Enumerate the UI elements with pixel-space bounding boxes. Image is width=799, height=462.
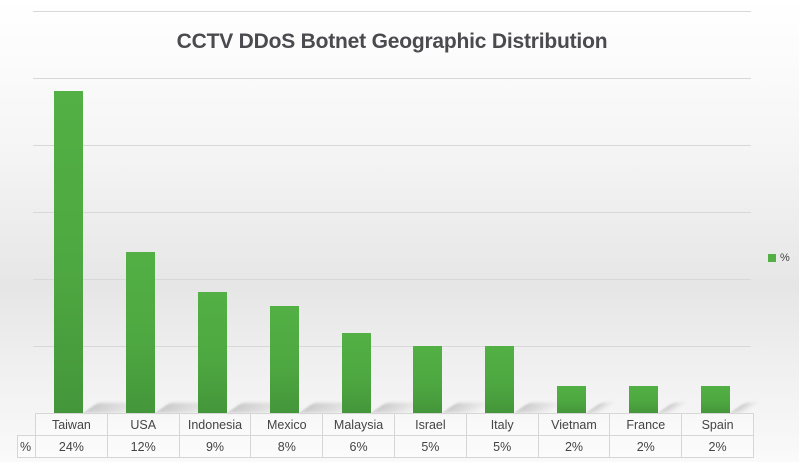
data-table-value-row: % 24% 12% 9% 8% 6% 5% 5% 2% 2% 2% <box>17 435 754 458</box>
legend: % <box>768 252 790 264</box>
data-table-value: 2% <box>609 435 683 458</box>
bar-vietnam <box>557 386 586 413</box>
data-table-category: Spain <box>681 413 754 436</box>
data-table-value: 24% <box>35 435 108 458</box>
legend-swatch-icon <box>768 254 776 262</box>
data-table-header-row: Taiwan USA Indonesia Mexico Malaysia Israel It… <box>17 413 754 436</box>
data-table-category: Israel <box>393 413 467 436</box>
data-table-category: Italy <box>465 413 539 436</box>
data-table-value: 6% <box>322 435 395 458</box>
data-table-category: France <box>609 413 683 436</box>
gridline <box>33 212 751 213</box>
chart-title: CCTV DDoS Botnet Geographic Distribution <box>176 30 608 53</box>
bar-shadow <box>730 403 760 413</box>
bar-mexico <box>270 305 299 413</box>
data-table-category: Indonesia <box>178 413 252 436</box>
bar-israel <box>413 346 442 413</box>
data-table-category: Taiwan <box>35 413 108 436</box>
data-table-value: 9% <box>178 435 252 458</box>
data-table-value: 2% <box>537 435 611 458</box>
data-table: Taiwan USA Indonesia Mexico Malaysia Israel It… <box>17 413 754 458</box>
gridline <box>33 78 751 79</box>
data-table-category: USA <box>106 413 180 436</box>
legend-label: % <box>780 252 790 264</box>
data-table-category: Vietnam <box>537 413 611 436</box>
bar-indonesia <box>198 292 227 413</box>
data-table-row-label: % <box>17 435 36 458</box>
data-table-value: 5% <box>393 435 467 458</box>
bar-italy <box>485 346 514 413</box>
data-table-value: 12% <box>106 435 180 458</box>
gridline <box>33 346 751 347</box>
gridline <box>33 279 751 280</box>
data-table-corner <box>17 413 36 436</box>
data-table-value: 2% <box>681 435 754 458</box>
data-table-value: 8% <box>250 435 324 458</box>
bar-shadow <box>658 403 688 413</box>
bar-spain <box>701 386 730 413</box>
bar-taiwan <box>54 91 83 413</box>
bar-shadow <box>586 403 616 413</box>
gridline <box>33 11 751 12</box>
gridline <box>33 145 751 146</box>
data-table-category: Malaysia <box>322 413 395 436</box>
bar-malaysia <box>342 332 371 413</box>
data-table-category: Mexico <box>250 413 324 436</box>
data-table-value: 5% <box>465 435 539 458</box>
bar-france <box>629 386 658 413</box>
bar-usa <box>126 252 155 413</box>
